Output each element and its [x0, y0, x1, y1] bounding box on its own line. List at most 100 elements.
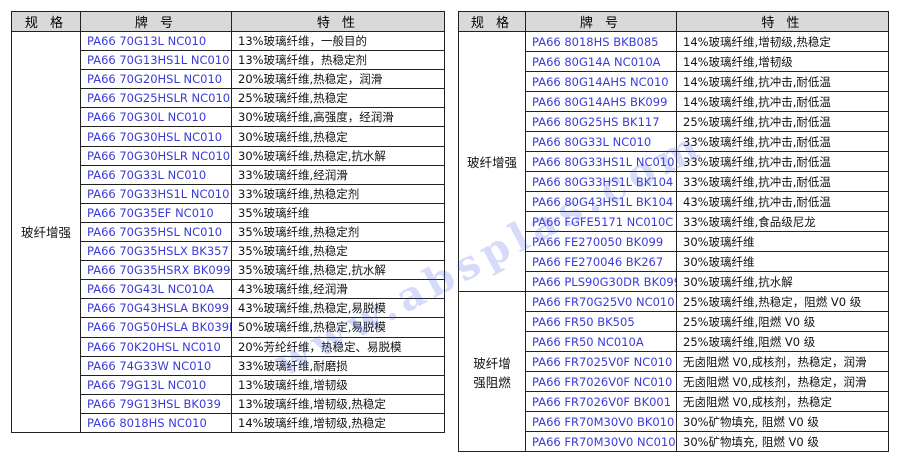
grade-cell: PA66 8018HS BKB085: [525, 31, 677, 52]
grade-cell: PA66 FE270046 BK267: [525, 251, 677, 272]
grade-cell: PA66 80G33L NC010: [525, 131, 677, 152]
table-row: PA66 8018HS NC010 14%玻璃纤维,增韧级,热稳定: [12, 412, 445, 433]
grade-cell: PA66 FE270050 BK099: [525, 231, 677, 252]
property-cell: 33%玻璃纤维,经润滑: [231, 164, 445, 185]
property-cell: 30%玻璃纤维,高强度，经润滑: [231, 107, 445, 128]
table-row: PA66 80G25HS BK117 25%玻璃纤维,抗冲击,耐低温: [459, 111, 889, 132]
grade-cell: PA66 80G33HS1L BK104: [525, 171, 677, 192]
table-row: PA66 79G13HSL BK039 13%玻璃纤维,增韧级,热稳定: [12, 393, 445, 414]
property-cell: 30%玻璃纤维,热稳定,抗水解: [231, 145, 445, 166]
property-cell: 33%玻璃纤维,耐磨损: [231, 355, 445, 376]
table-row: PA66 70G35HSLX BK357 35%玻璃纤维,热稳定: [12, 241, 445, 262]
property-cell: 30%玻璃纤维: [676, 251, 889, 272]
header-grade: 牌 号: [525, 11, 677, 32]
property-cell: 50%玻璃纤维,热稳定,易脱模: [231, 317, 445, 338]
table-row: PA66 80G33L NC010 33%玻璃纤维,抗冲击,耐低温: [459, 131, 889, 152]
grade-cell: PA66 FR7025V0F NC010: [525, 351, 677, 372]
table-row: PA66 70G43L NC010A 43%玻璃纤维,经润滑: [12, 279, 445, 300]
grade-cell: PA66 70G13HS1L NC010: [80, 50, 232, 71]
table-row: PA66 70G35EF NC010 35%玻璃纤维: [12, 202, 445, 223]
header-property: 特 性: [231, 11, 445, 32]
grade-cell: PA66 70G35EF NC010: [80, 202, 232, 223]
property-cell: 13%玻璃纤维,增韧级,热稳定: [231, 393, 445, 414]
header-row: 规 格 牌 号 特 性: [458, 11, 889, 32]
grade-cell: PA66 70G35HSLX BK357: [80, 241, 232, 262]
grade-cell: PA66 FR50 BK505: [525, 311, 677, 332]
table-row: PA66 70G25HSLR NC010 25%玻璃纤维,热稳定: [12, 88, 445, 109]
property-cell: 35%玻璃纤维: [231, 202, 445, 223]
table-row: PA66 70G30HSLR NC010 30%玻璃纤维,热稳定,抗水解: [12, 145, 445, 166]
property-cell: 25%玻璃纤维,热稳定，阻燃 V0 级: [676, 291, 889, 312]
table-row: 玻纤增强 PA66 70G13L NC010 13%玻璃纤维，一般目的: [11, 30, 445, 433]
property-cell: 43%玻璃纤维,经润滑: [231, 279, 445, 300]
header-property: 特 性: [676, 11, 889, 32]
grade-cell: PA66 FR50 NC010A: [525, 331, 677, 352]
grade-cell: PA66 PLS90G30DR BK099: [525, 271, 677, 292]
grade-cell: PA66 79G13HSL BK039: [80, 393, 232, 414]
property-cell: 30%矿物填充, 阻燃 V0 级: [676, 431, 889, 452]
property-cell: 无卤阻燃 V0,成核剂，热稳定: [676, 391, 889, 412]
table-row: PA66 70G35HSRX BK099 35%玻璃纤维,热稳定,抗水解: [12, 260, 445, 281]
grade-cell: PA66 FR70G25V0 NC010: [525, 291, 677, 312]
grade-cell: PA66 80G43HS1L BK104: [525, 191, 677, 212]
grade-cell: PA66 80G33HS1L NC010: [525, 151, 677, 172]
table-row: 玻纤增强阻燃 PA66 FR70G25V0 NC010 25%玻璃纤维,热稳定，阻燃…: [458, 291, 889, 452]
grade-cell: PA66 80G25HS BK117: [525, 111, 677, 132]
property-cell: 20%芳纶纤维，热稳定、易脱模: [231, 336, 445, 357]
table-row: 玻纤增强 PA66 8018HS BKB085 14%玻璃纤维,增韧级,热稳定: [458, 31, 889, 292]
table-row: PA66 FR70M30V0 NC010 30%矿物填充, 阻燃 V0 级: [459, 431, 889, 452]
grade-cell: PA66 70G33HS1L NC010: [80, 183, 232, 204]
property-cell: 13%玻璃纤维，一般目的: [231, 30, 445, 52]
table-row: PA66 79G13L NC010 13%玻璃纤维,增韧级: [12, 374, 445, 395]
property-cell: 30%玻璃纤维,热稳定: [231, 126, 445, 147]
group-label: 玻纤增强阻燃: [458, 291, 526, 452]
grade-cell: PA66 80G14AHS BK099: [525, 91, 677, 112]
property-cell: 35%玻璃纤维,热稳定剂: [231, 221, 445, 243]
grade-cell: PA66 80G14A NC010A: [525, 51, 677, 72]
grade-cell: PA66 70G20HSL NC010: [80, 69, 232, 90]
grade-cell: PA66 70G35HSRX BK099: [80, 260, 232, 281]
grade-cell: PA66 70G43L NC010A: [80, 279, 232, 300]
table-row: PA66 FR7026V0F NC010 无卤阻燃 V0,成核剂，热稳定，润滑: [459, 371, 889, 392]
grade-cell: PA66 8018HS NC010: [80, 412, 232, 433]
property-cell: 13%玻璃纤维,增韧级: [231, 374, 445, 395]
property-cell: 30%玻璃纤维: [676, 231, 889, 252]
grade-cell: PA66 79G13L NC010: [80, 374, 232, 395]
header-grade: 牌 号: [80, 11, 232, 32]
property-cell: 25%玻璃纤维,阻燃 V0 级: [676, 331, 889, 352]
property-cell: 43%玻璃纤维,热稳定,易脱模: [231, 298, 445, 319]
header-row: 规 格 牌 号 特 性: [11, 11, 445, 32]
group-label: 玻纤增强: [458, 31, 526, 292]
property-cell: 25%玻璃纤维,热稳定: [231, 88, 445, 109]
table-row: PA66 80G14AHS BK099 14%玻璃纤维,抗冲击,耐低温: [459, 91, 889, 112]
right-spec-table: 规 格 牌 号 特 性 玻纤增强 PA66 8018HS BKB085 14%玻璃纤…: [458, 11, 889, 452]
property-cell: 25%玻璃纤维,阻燃 V0 级: [676, 311, 889, 332]
grade-cell: PA66 FR70M30V0 NC010: [525, 431, 677, 452]
property-cell: 33%玻璃纤维,食品级尼龙: [676, 211, 889, 232]
table-row: PA66 FE270050 BK099 30%玻璃纤维: [459, 231, 889, 252]
property-cell: 无卤阻燃 V0,成核剂，热稳定，润滑: [676, 351, 889, 372]
property-cell: 30%矿物填充, 阻燃 V0 级: [676, 411, 889, 432]
property-cell: 30%玻璃纤维,抗水解: [676, 271, 889, 292]
group-label: 玻纤增强: [11, 31, 81, 433]
property-cell: 35%玻璃纤维,热稳定: [231, 241, 445, 262]
table-row: PA66 80G43HS1L BK104 43%玻璃纤维,抗冲击,耐低温: [459, 191, 889, 212]
property-cell: 33%玻璃纤维,抗冲击,耐低温: [676, 171, 889, 192]
grade-cell: PA66 FR7026V0F BK001: [525, 391, 677, 412]
property-cell: 25%玻璃纤维,抗冲击,耐低温: [676, 111, 889, 132]
grade-cell: PA66 70G50HSLA BK039B: [80, 317, 232, 338]
property-cell: 13%玻璃纤维，热稳定剂: [231, 50, 445, 71]
table-row: PA66 FGFE5171 NC010C 33%玻璃纤维,食品级尼龙: [459, 211, 889, 232]
grade-cell: PA66 70G30HSL NC010: [80, 126, 232, 147]
property-cell: 35%玻璃纤维,热稳定,抗水解: [231, 260, 445, 281]
grade-cell: PA66 70G43HSLA BK099: [80, 298, 232, 319]
left-spec-table: 规 格 牌 号 特 性 玻纤增强 PA66 70G13L NC010 13%玻璃纤维…: [11, 11, 445, 433]
grade-cell: PA66 80G14AHS NC010: [525, 71, 677, 92]
property-cell: 无卤阻燃 V0,成核剂，热稳定，润滑: [676, 371, 889, 392]
table-row: PA66 80G14AHS NC010 14%玻璃纤维,抗冲击,耐低温: [459, 71, 889, 92]
grade-cell: PA66 FGFE5171 NC010C: [525, 211, 677, 232]
property-cell: 20%玻璃纤维,热稳定，润滑: [231, 69, 445, 90]
property-cell: 14%玻璃纤维,抗冲击,耐低温: [676, 71, 889, 92]
table-row: PA66 FR7026V0F BK001 无卤阻燃 V0,成核剂，热稳定: [459, 391, 889, 412]
table-row: PA66 74G33W NC010 33%玻璃纤维,耐磨损: [12, 355, 445, 376]
